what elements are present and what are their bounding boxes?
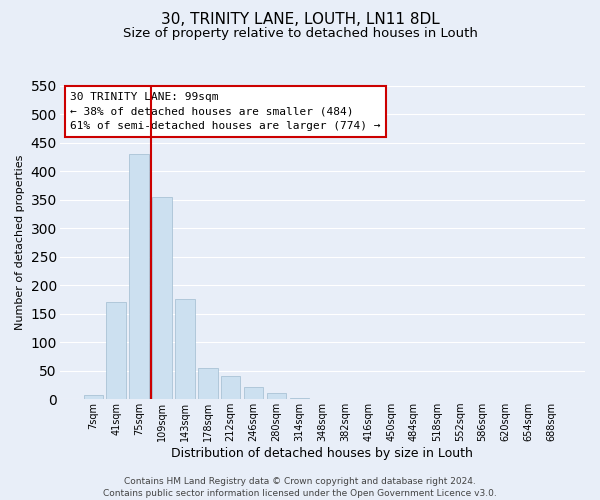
X-axis label: Distribution of detached houses by size in Louth: Distribution of detached houses by size … bbox=[172, 447, 473, 460]
Bar bbox=[519, 398, 538, 399]
Bar bbox=[130, 154, 149, 399]
Text: Contains HM Land Registry data © Crown copyright and database right 2024.
Contai: Contains HM Land Registry data © Crown c… bbox=[103, 476, 497, 498]
Bar bbox=[267, 394, 286, 399]
Bar bbox=[152, 196, 172, 399]
Bar bbox=[450, 398, 470, 399]
Bar bbox=[221, 376, 241, 399]
Bar bbox=[290, 398, 309, 399]
Bar bbox=[198, 368, 218, 399]
Bar bbox=[244, 386, 263, 399]
Bar bbox=[175, 300, 194, 399]
Text: Size of property relative to detached houses in Louth: Size of property relative to detached ho… bbox=[122, 28, 478, 40]
Bar bbox=[83, 394, 103, 399]
Y-axis label: Number of detached properties: Number of detached properties bbox=[15, 154, 25, 330]
Text: 30, TRINITY LANE, LOUTH, LN11 8DL: 30, TRINITY LANE, LOUTH, LN11 8DL bbox=[161, 12, 439, 28]
Text: 30 TRINITY LANE: 99sqm
← 38% of detached houses are smaller (484)
61% of semi-de: 30 TRINITY LANE: 99sqm ← 38% of detached… bbox=[70, 92, 381, 132]
Bar bbox=[106, 302, 126, 399]
